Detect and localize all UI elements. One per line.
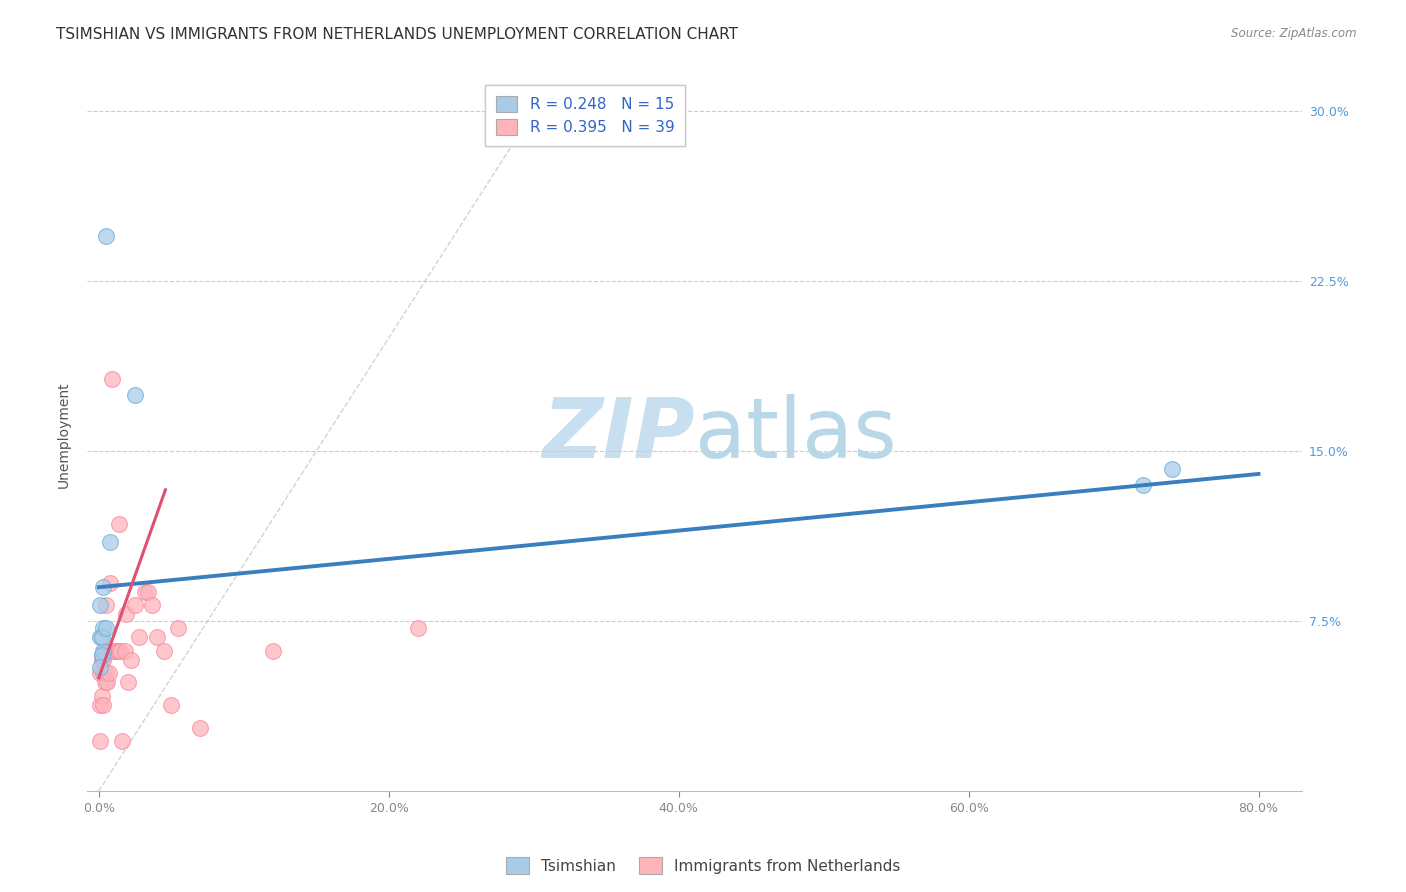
- Text: Source: ZipAtlas.com: Source: ZipAtlas.com: [1232, 27, 1357, 40]
- Point: [136, 584, 159, 599]
- Point: [117, 675, 139, 690]
- Point: [89, 666, 111, 681]
- Text: ZIP: ZIP: [541, 393, 695, 475]
- Text: TSIMSHIAN VS IMMIGRANTS FROM NETHERLANDS UNEMPLOYMENT CORRELATION CHART: TSIMSHIAN VS IMMIGRANTS FROM NETHERLANDS…: [56, 27, 738, 42]
- Legend: Tsimshian, Immigrants from Netherlands: Tsimshian, Immigrants from Netherlands: [499, 851, 907, 880]
- Point: [96, 675, 118, 690]
- Point: [91, 580, 114, 594]
- Point: [89, 599, 111, 613]
- Point: [114, 643, 136, 657]
- Point: [90, 630, 112, 644]
- Point: [89, 698, 111, 712]
- Point: [97, 666, 120, 681]
- Point: [90, 689, 112, 703]
- Legend: R = 0.248   N = 15, R = 0.395   N = 39: R = 0.248 N = 15, R = 0.395 N = 39: [485, 85, 685, 146]
- Point: [124, 599, 146, 613]
- Point: [93, 643, 115, 657]
- Text: atlas: atlas: [695, 393, 897, 475]
- Point: [115, 607, 138, 622]
- Point: [160, 698, 183, 712]
- Point: [105, 643, 128, 657]
- Point: [1160, 462, 1182, 476]
- Point: [89, 734, 111, 748]
- Point: [94, 666, 117, 681]
- Point: [167, 621, 190, 635]
- Point: [262, 643, 284, 657]
- Point: [90, 648, 112, 663]
- Point: [188, 721, 211, 735]
- Point: [103, 643, 125, 657]
- Point: [107, 643, 129, 657]
- Point: [91, 653, 114, 667]
- Point: [91, 643, 114, 657]
- Point: [98, 575, 121, 590]
- Point: [89, 659, 111, 673]
- Point: [111, 734, 134, 748]
- Point: [91, 621, 114, 635]
- Point: [153, 643, 176, 657]
- Point: [94, 599, 117, 613]
- Point: [124, 387, 146, 401]
- Point: [101, 372, 124, 386]
- Point: [98, 535, 121, 549]
- Point: [98, 643, 121, 657]
- Point: [1132, 478, 1154, 492]
- Point: [91, 698, 114, 712]
- Point: [91, 666, 114, 681]
- Y-axis label: Unemployment: Unemployment: [58, 381, 72, 488]
- Point: [134, 584, 156, 599]
- Point: [93, 675, 115, 690]
- Point: [128, 630, 150, 644]
- Point: [120, 653, 142, 667]
- Point: [90, 653, 112, 667]
- Point: [94, 621, 117, 635]
- Point: [89, 630, 111, 644]
- Point: [94, 229, 117, 244]
- Point: [90, 648, 112, 663]
- Point: [145, 630, 167, 644]
- Point: [406, 621, 429, 635]
- Point: [108, 516, 131, 531]
- Point: [110, 643, 132, 657]
- Point: [141, 599, 163, 613]
